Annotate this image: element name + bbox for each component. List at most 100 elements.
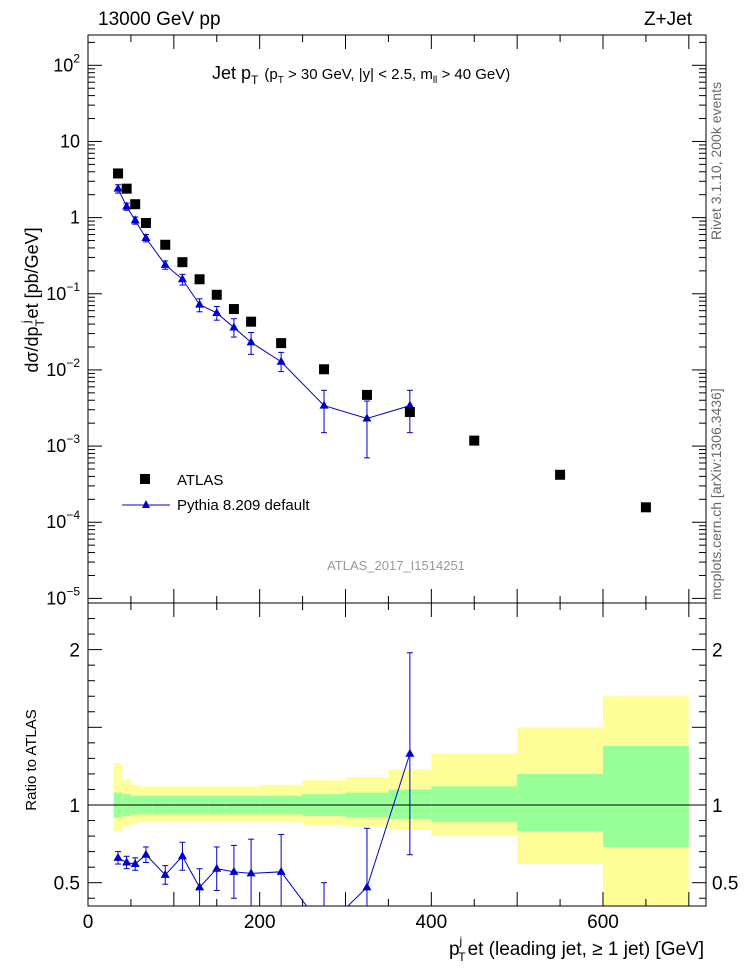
data-series-main: [113, 168, 651, 513]
data-point: [404, 407, 415, 418]
ylabel-sub: T: [33, 318, 47, 326]
mc-ratio-point: [320, 924, 329, 932]
rivet-label: Rivet 3.1.10, 200k events: [708, 82, 724, 240]
mc-point: [212, 307, 222, 316]
tick-base: 10: [53, 55, 73, 75]
ylabel-rest: et [pb/GeV]: [22, 227, 42, 318]
plot-title: Jet pT (pT > 30 GeV, |y| < 2.5, mll > 40 …: [212, 63, 510, 87]
title-cuts-rest: > 30 GeV, |y| < 2.5, m: [284, 66, 433, 83]
ratio-y-tick-label: 0.5: [54, 874, 80, 895]
title-main: Jet p: [212, 63, 251, 83]
main-y-tick-label: 10: [60, 131, 80, 151]
main-y-axis-label: dσ/dpTj et [pb/GeV]: [19, 227, 47, 372]
ylabel-sup: j: [19, 320, 33, 324]
tick-base: 10: [46, 588, 66, 608]
main-frame: [87, 34, 707, 604]
data-point: [469, 435, 480, 446]
mcplots-label: mcplots.cern.ch [arXiv:1306.3436]: [708, 388, 724, 600]
data-point: [194, 274, 205, 285]
main-y-tick-label: 10−1: [46, 280, 80, 304]
main-y-tick-label: 1: [70, 208, 80, 228]
data-point: [130, 199, 141, 210]
mc-point: [122, 201, 132, 210]
data-point: [640, 502, 651, 513]
main-y-tick-label: 10−4: [46, 508, 80, 532]
band-inner: [517, 773, 603, 832]
data-point: [228, 304, 239, 315]
data-point: [361, 389, 372, 400]
data-point: [319, 364, 330, 375]
legend-data-marker: [140, 474, 150, 484]
mc-ratio-point: [276, 866, 286, 875]
tick-exp: −1: [66, 280, 80, 294]
ratio-y-axis-label: Ratio to ATLAS: [23, 709, 40, 810]
mc-ratio-point: [130, 859, 140, 868]
xlabel-rest: et (leading jet, ≥ 1 jet) [GeV]: [468, 939, 704, 960]
main-y-tick-label: 102: [53, 51, 80, 75]
main-x-axis: [87, 35, 690, 603]
mc-point: [177, 274, 187, 283]
analysis-label: ATLAS_2017_I1514251: [327, 558, 465, 573]
tick-exp: −4: [66, 508, 80, 522]
x-tick-label: 0: [83, 912, 94, 933]
xlabel-sub: T: [458, 950, 466, 964]
energy-label: 13000 GeV pp: [98, 9, 221, 30]
legend-data-label: ATLAS: [177, 472, 223, 489]
mc-point: [195, 299, 205, 308]
xlabel-sup: j: [459, 934, 463, 948]
mc-point: [362, 413, 372, 422]
ratio-frame: [87, 602, 707, 907]
data-point: [276, 338, 287, 349]
x-tick-label: 400: [415, 912, 447, 933]
process-label: Z+Jet: [644, 9, 693, 30]
tick-exp: −3: [66, 432, 80, 446]
band-inner: [431, 786, 518, 823]
ratio-y-tick-label-right: 1: [712, 796, 723, 817]
ratio-y-tick-label: 2: [69, 641, 80, 662]
data-point: [140, 217, 151, 228]
mc-point: [319, 400, 329, 409]
tick-exp: 2: [73, 51, 80, 65]
title-cuts: (p: [264, 66, 277, 83]
mc-line: [117, 188, 411, 420]
main-y-tick-label: 10−3: [46, 432, 80, 456]
ylabel-main: dσ/dp: [22, 326, 42, 372]
band-inner: [603, 745, 689, 847]
title-cuts-sub: T: [278, 75, 284, 86]
ratio-y-tick-label: 1: [69, 796, 80, 817]
mc-ratio-point: [246, 868, 256, 877]
ratio-y-tick-label-right: 2: [712, 641, 723, 662]
main-y-tick-label: 10−5: [46, 584, 80, 608]
legend: ATLAS Pythia 8.209 default: [122, 472, 310, 514]
ratio-x-axis: 0 200 400 600: [83, 603, 690, 933]
mc-point: [405, 400, 415, 409]
ratio-y-axis: 2 2 1 1 0.5 0.5: [54, 618, 738, 899]
ratio-y-tick-label-right: 0.5: [712, 874, 738, 895]
mc-ratio-point: [195, 882, 205, 891]
mc-ratio-point: [122, 857, 132, 866]
data-point: [113, 168, 124, 179]
data-point: [246, 316, 257, 327]
tick-base: 10: [60, 131, 80, 151]
mc-point: [130, 215, 140, 224]
mc-point: [246, 337, 256, 346]
data-point: [160, 239, 171, 250]
tick-base: 10: [46, 512, 66, 532]
data-point: [121, 183, 132, 194]
mc-ratio-point: [141, 849, 151, 858]
mc-point: [276, 356, 286, 365]
mc-ratio-point: [405, 748, 415, 757]
data-point: [177, 257, 188, 268]
data-point: [555, 469, 566, 480]
mc-series-ratio: [113, 652, 415, 932]
tick-base: 10: [46, 360, 66, 380]
mc-ratio-point: [212, 863, 222, 872]
mc-ratio-point: [160, 869, 170, 878]
title-cuts-sub2: ll: [433, 75, 437, 86]
mc-ratio-point: [177, 851, 187, 860]
legend-mc-marker: [142, 500, 150, 508]
main-y-tick-label: 10−2: [46, 356, 80, 380]
